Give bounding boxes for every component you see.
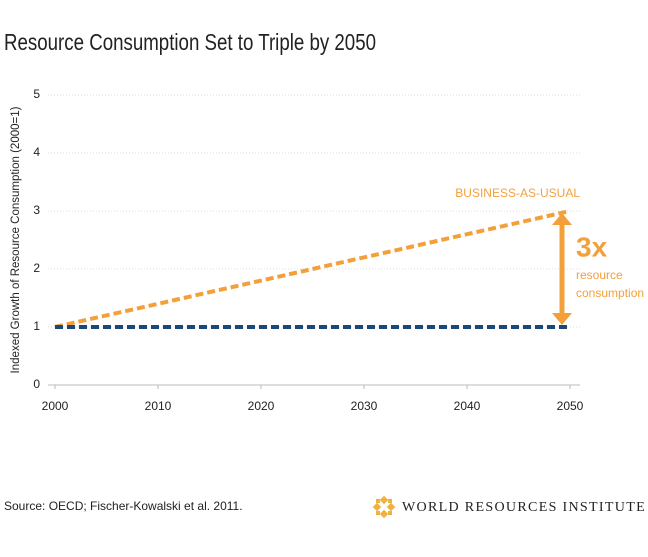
source: Source: OECD; Fischer-Kowalski et al. 20… [4,499,243,513]
x-tick-label: 2030 [351,399,378,413]
arrow-head [552,313,572,325]
y-tick-label: 5 [33,87,40,101]
arrow-head [552,213,572,225]
y-tick-label: 3 [33,203,40,217]
x-tick-label: 2020 [248,399,275,413]
x-tick-label: 2040 [454,399,481,413]
series-label: BUSINESS-AS-USUAL [455,186,580,200]
y-tick-label: 2 [33,261,40,275]
annotation-multiple: 3x [576,231,608,262]
logo-mark [372,495,396,519]
x-tick-label: 2050 [557,399,584,413]
x-tick-label: 2010 [145,399,172,413]
y-tick-label: 1 [33,319,40,333]
y-tick-label: 4 [33,145,40,159]
y-axis-label: Indexed Growth of Resource Consumption (… [10,106,22,373]
annotation-note: resource [576,268,623,282]
annotation-note: consumption [576,286,644,300]
y-tick-label: 0 [33,377,40,391]
chart-title: Resource Consumption Set to Triple by 20… [4,29,376,55]
x-tick-label: 2000 [42,399,69,413]
logo-text: WORLD RESOURCES INSTITUTE [402,500,646,515]
series-line [54,209,571,329]
